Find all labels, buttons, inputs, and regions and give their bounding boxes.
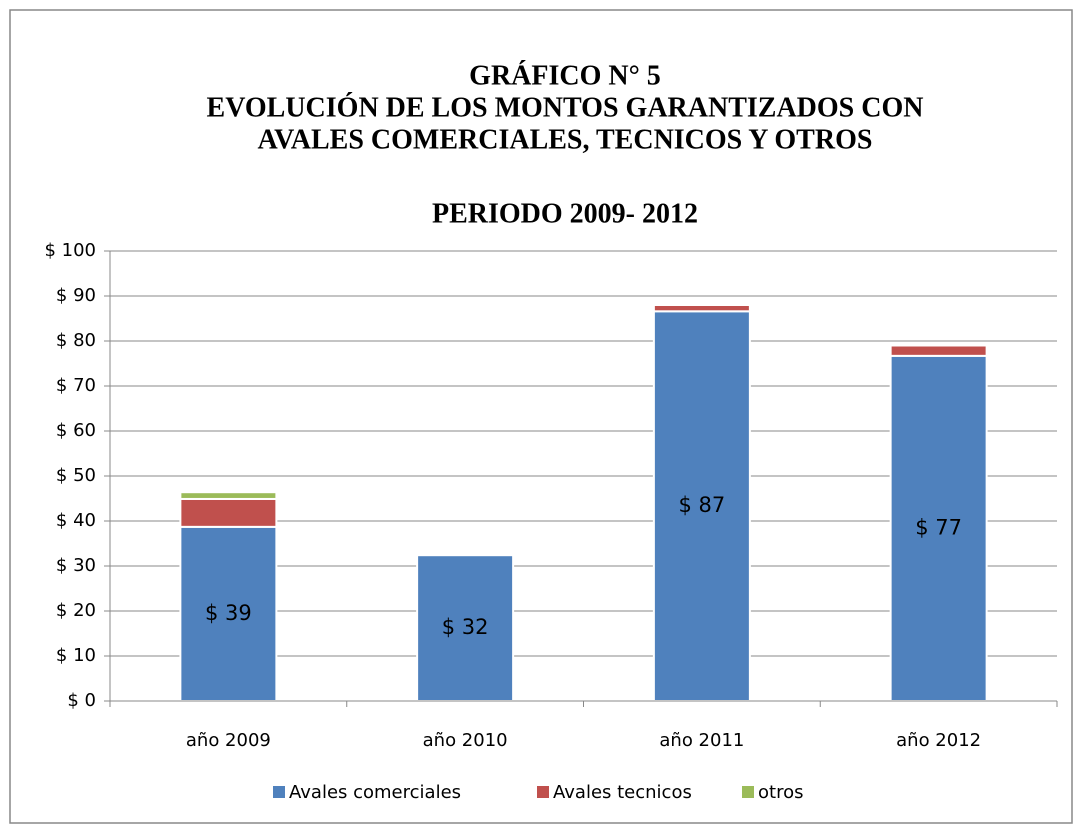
chart-title: EVOLUCIÓN DE LOS MONTOS GARANTIZADOS CON [207,92,924,123]
y-tick-label: $ 40 [56,510,96,531]
bar-segment [179,491,278,500]
legend-swatch [273,786,285,798]
y-tick-label: $ 90 [56,285,96,306]
data-label: $ 77 [915,515,962,539]
y-tick-label: $ 80 [56,330,96,351]
x-tick-label: año 2009 [186,730,271,751]
legend-swatch [537,786,549,798]
x-tick-label: año 2010 [423,730,508,751]
y-tick-label: $ 50 [56,465,96,486]
x-tick-label: año 2012 [896,730,981,751]
data-label: $ 32 [442,615,489,639]
legend-label: otros [758,782,803,803]
legend-swatch [742,786,754,798]
bar-segment [889,344,988,357]
x-tick-label: año 2011 [659,730,744,751]
y-tick-label: $ 0 [67,690,96,711]
chart-subtitle: PERIODO 2009- 2012 [432,198,698,229]
chart-title: AVALES COMERCIALES, TECNICOS Y OTROS [258,124,873,155]
y-tick-label: $ 60 [56,420,96,441]
chart-title: GRÁFICO N° 5 [469,60,661,91]
y-tick-label: $ 20 [56,600,96,621]
legend-label: Avales tecnicos [553,782,692,803]
bar-segment [179,525,278,702]
data-label: $ 87 [678,493,725,517]
bar-segment [652,310,751,702]
bar-segment [889,354,988,702]
data-label: $ 39 [205,601,252,625]
y-tick-label: $ 30 [56,555,96,576]
bar-segment [179,497,278,528]
bar-segment [652,304,751,313]
y-tick-label: $ 100 [44,240,96,261]
y-tick-label: $ 70 [56,375,96,396]
legend-label: Avales comerciales [289,782,461,803]
y-tick-label: $ 10 [56,645,96,666]
